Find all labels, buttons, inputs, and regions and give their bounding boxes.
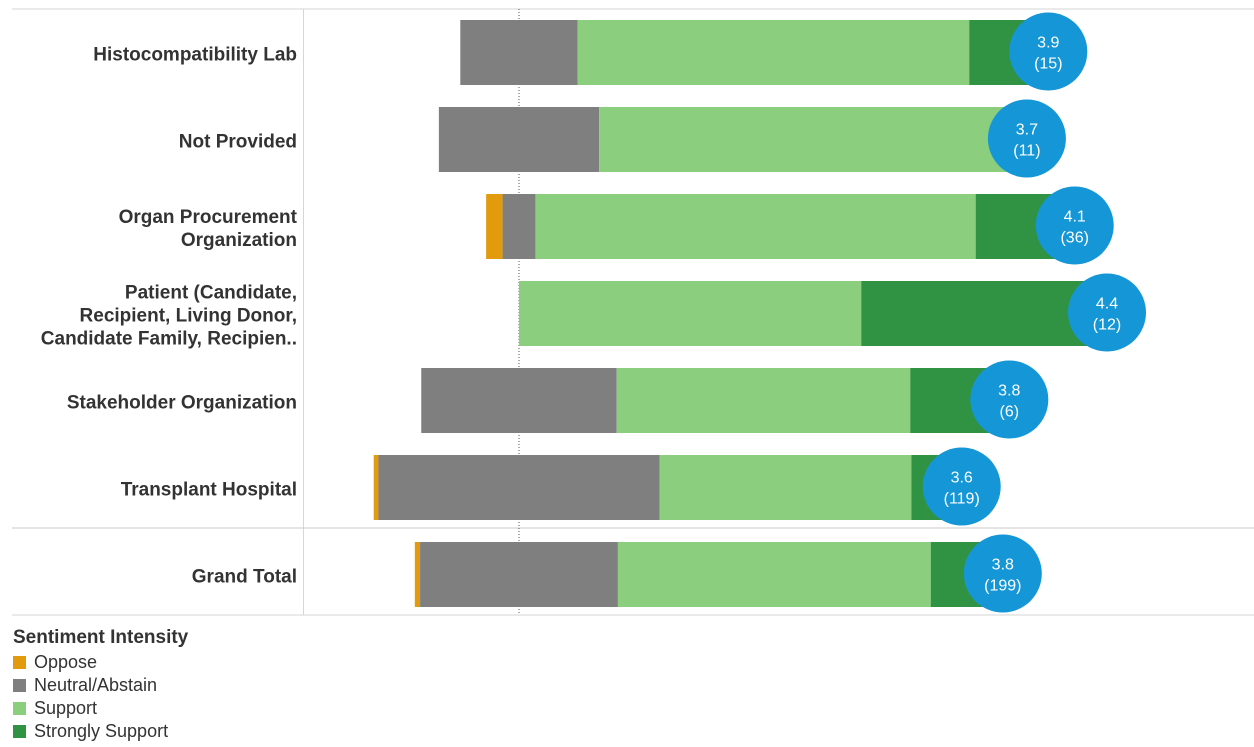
bubble-count: (6) (1000, 404, 1020, 421)
bar-segment-support (535, 194, 976, 259)
legend-item: Strongly Support (13, 720, 188, 743)
legend-label: Strongly Support (34, 721, 169, 741)
legend-label: Neutral/Abstain (34, 675, 158, 695)
row-label-line: Histocompatibility Lab (93, 45, 297, 66)
legend-item: Oppose (13, 651, 188, 674)
legend-items: Oppose Neutral/Abstain Support Strongly Sup… (13, 651, 188, 743)
bubble-score: 3.8 (992, 557, 1014, 574)
bars-layer (373, 20, 1106, 607)
score-bubble (1068, 273, 1146, 352)
row-label: Organ Procurement Organization (119, 207, 298, 251)
legend-item: Support (13, 697, 188, 720)
bar-segment-support (577, 20, 970, 85)
bar-segment-support (616, 368, 911, 433)
legend-swatch (13, 702, 26, 715)
row-label-line: Transplant Hospital (121, 480, 297, 501)
row-label-line: Stakeholder Organization (67, 393, 297, 414)
score-bubble (963, 534, 1042, 613)
bar-segment-oppose (414, 542, 421, 607)
bar-segment-neutral-abstain (421, 368, 617, 433)
bubble-count: (36) (1060, 230, 1088, 247)
bar-segment-support (519, 281, 862, 346)
bubble-score: 3.9 (1037, 35, 1059, 52)
row-label-line: Organ Procurement (119, 207, 298, 228)
row-label: Histocompatibility Lab (93, 45, 297, 66)
bar-segment-support (617, 542, 931, 607)
row-label: Transplant Hospital (121, 480, 297, 501)
bubble-count: (12) (1093, 317, 1121, 334)
bar-segment-neutral-abstain (438, 107, 600, 172)
row-label: Patient (Candidate, Recipient, Living Don… (41, 283, 297, 350)
bar-segment-support (599, 107, 1026, 172)
legend-swatch (13, 656, 26, 669)
bubble-count: (199) (984, 578, 1021, 595)
bar-segment-neutral-abstain (378, 455, 660, 520)
bubble-score: 3.6 (951, 470, 973, 487)
score-bubble (922, 447, 1001, 526)
bubble-score: 3.8 (998, 383, 1020, 400)
row-label-line: Not Provided (179, 132, 297, 153)
legend-swatch (13, 725, 26, 738)
bubble-score: 4.1 (1064, 209, 1086, 226)
score-bubble (987, 99, 1066, 178)
legend-item: Neutral/Abstain (13, 674, 188, 697)
bar-segment-oppose (373, 455, 379, 520)
legend-swatch (13, 679, 26, 692)
row-label: Stakeholder Organization (67, 393, 297, 414)
bubbles-layer: 3.9 (15) 3.7 (11) 4.1 (36) 4.4 (12) 3.8 (6) 3.6 (11… (922, 12, 1146, 613)
score-bubble (970, 360, 1049, 439)
row-labels: Histocompatibility Lab Not Provided Organ … (41, 45, 298, 588)
row-label-line: Candidate Family, Recipien.. (41, 329, 297, 350)
score-bubble (1035, 186, 1114, 265)
row-label-line: Recipient, Living Donor, (80, 306, 297, 327)
row-label-line: Grand Total (192, 567, 297, 588)
row-label: Not Provided (179, 132, 297, 153)
row-label-line: Patient (Candidate, (125, 283, 297, 304)
bar-segment-oppose (486, 194, 503, 259)
bubble-count: (11) (1013, 143, 1040, 160)
bar-segment-neutral-abstain (420, 542, 618, 607)
sentiment-chart: Histocompatibility Lab Not Provided Organ … (12, 8, 1254, 616)
bar-segment-support (659, 455, 912, 520)
row-label: Grand Total (192, 567, 297, 588)
bar-segment-neutral-abstain (460, 20, 578, 85)
row-label-line: Organization (181, 230, 297, 251)
bubble-count: (15) (1034, 56, 1062, 73)
legend-title: Sentiment Intensity (13, 627, 189, 648)
bubble-count: (119) (944, 491, 980, 508)
bubble-score: 3.7 (1016, 122, 1038, 139)
legend-label: Oppose (34, 652, 98, 672)
bar-segment-strongly-support (861, 281, 1106, 346)
bubble-score: 4.4 (1096, 296, 1118, 313)
legend-label: Support (34, 698, 98, 718)
bar-segment-neutral-abstain (502, 194, 536, 259)
score-bubble (1009, 12, 1088, 91)
legend: Sentiment Intensity Oppose Neutral/Abstai… (13, 627, 188, 743)
